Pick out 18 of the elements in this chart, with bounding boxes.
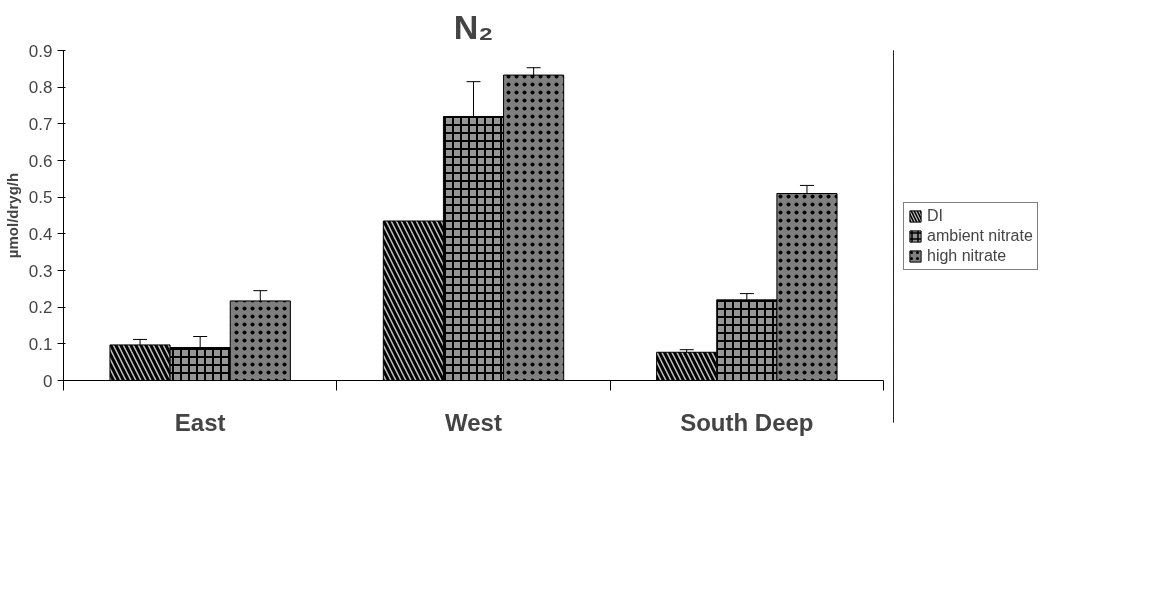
x-tick-label: West (445, 408, 502, 436)
y-tick-label: 0.6 (28, 151, 53, 171)
y-tick-label: 0.5 (28, 188, 53, 208)
legend-label: ambient nitrate (927, 227, 1033, 245)
y-tick-label: 0.3 (28, 261, 53, 281)
x-tick-label: East (174, 408, 226, 436)
y-tick-label: 0.4 (28, 224, 53, 244)
y-tick-label: 0.8 (28, 78, 53, 98)
y-axis-title: µmol/dryg/h (3, 172, 21, 259)
chart-title: N₂ (453, 7, 494, 46)
y-tick-label: 0.9 (28, 41, 53, 61)
y-tick-label: 0 (43, 371, 53, 391)
x-tick-label: South Deep (680, 408, 814, 436)
y-tick-label: 0.1 (28, 334, 53, 354)
legend-label: high nitrate (927, 247, 1007, 265)
legend-label: DI (927, 207, 944, 225)
y-tick-label: 0.7 (28, 114, 53, 134)
y-tick-label: 0.2 (28, 298, 53, 318)
